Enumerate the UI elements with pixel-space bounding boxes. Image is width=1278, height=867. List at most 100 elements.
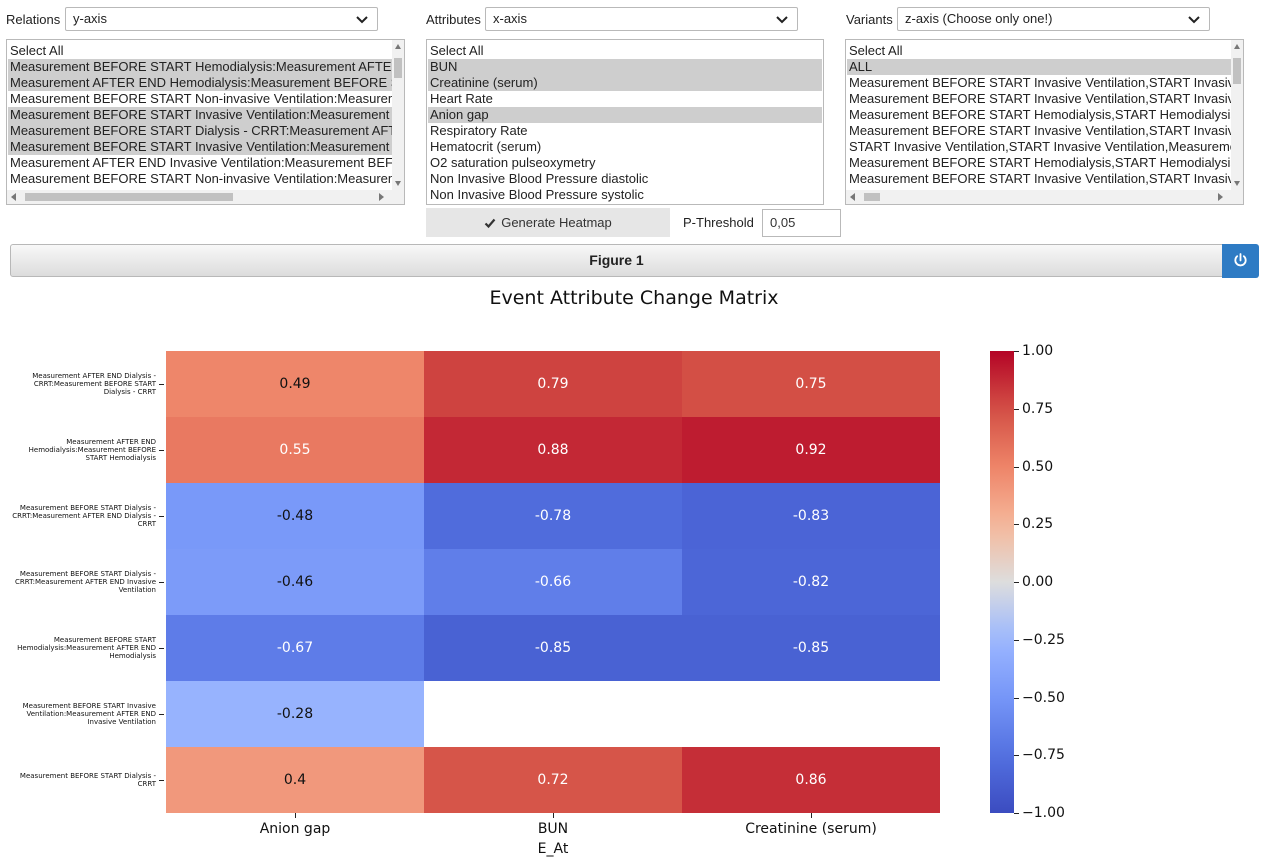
attributes-option[interactable]: Creatinine (serum) [428,75,822,91]
attributes-option[interactable]: Anion gap [428,107,822,123]
attributes-option[interactable]: Non Invasive Blood Pressure systolic [430,187,644,202]
variants-option[interactable]: Measurement BEFORE START Invasive Ventil… [849,171,1231,186]
attributes-option[interactable]: BUN [428,59,822,75]
x-tick [295,813,296,818]
colorbar-tick-label: −0.75 [1022,747,1065,764]
colorbar-tick [1014,408,1019,410]
heatmap-cell-value: -0.66 [534,574,572,590]
close-figure-button[interactable] [1222,244,1259,278]
heatmap-cell: -0.85 [682,615,940,681]
heatmap-cell-value: 0.55 [279,442,311,458]
variants-axis-select[interactable]: z-axis (Choose only one!) [897,7,1210,31]
x-axis-label: E_At [537,841,569,857]
variants-axis-value: z-axis (Choose only one!) [905,11,1053,26]
generate-heatmap-button[interactable]: Generate Heatmap [426,208,670,237]
attributes-axis-value: x-axis [493,11,527,26]
relations-axis-select[interactable]: y-axis [65,7,378,31]
attributes-option[interactable]: O2 saturation pulseoxymetry [430,155,596,170]
heatmap-cell: -0.83 [682,483,940,549]
heatmap-cell-value: -0.82 [792,574,830,590]
scroll-left-icon[interactable] [11,193,16,201]
chart-title: Event Attribute Change Matrix [489,287,779,309]
scroll-up-icon[interactable] [1234,44,1240,49]
variants-option[interactable]: Measurement BEFORE START Invasive Ventil… [849,91,1231,106]
relations-option[interactable]: Measurement BEFORE START Invasive Ventil… [8,139,392,155]
attributes-option[interactable]: Select All [430,43,484,58]
colorbar [990,351,1014,813]
colorbar-tick [1014,639,1019,641]
attributes-label: Attributes [426,12,481,27]
heatmap-cell-value: 0.4 [283,772,307,788]
heatmap-cell: -0.46 [166,549,424,615]
y-tick [159,450,164,451]
heatmap-cell: 0.4 [166,747,424,813]
scroll-up-icon[interactable] [395,44,401,49]
variants-listbox[interactable]: Select All ALL Measurement BEFORE START In… [845,39,1244,205]
heatmap-cell: -0.28 [166,681,424,747]
relations-option[interactable]: Measurement AFTER END Hemodialysis:Measu… [8,75,392,91]
heatmap-cell-value: -0.85 [534,640,572,656]
variants-option[interactable]: Measurement BEFORE START Hemodialysis,ST… [849,155,1231,170]
check-icon [484,218,496,228]
attributes-option[interactable]: Respiratory Rate [430,123,528,138]
chevron-down-icon [356,16,368,24]
colorbar-tick-label: 1.00 [1022,343,1054,359]
heatmap-cell: -0.48 [166,483,424,549]
relations-option[interactable]: Measurement BEFORE START Invasive Ventil… [8,107,392,123]
heatmap-cell-value: -0.78 [534,508,572,524]
relations-scroll-thumb[interactable] [394,58,402,78]
heatmap-cell-value: 0.86 [795,772,827,788]
variants-option[interactable]: START Invasive Ventilation,START Invasiv… [849,139,1231,154]
heatmap-cell-value: 0.92 [795,442,827,458]
heatmap-cell-value: -0.85 [792,640,830,656]
relations-option[interactable]: Measurement BEFORE START Dialysis - CRRT… [8,123,392,139]
relations-option[interactable]: Select All [10,43,64,58]
relations-listbox[interactable]: Select All Measurement BEFORE START Hemod… [6,39,405,205]
heatmap-cell: 0.55 [166,417,424,483]
colorbar-tick [1014,582,1019,583]
variants-vertical-scrollbar[interactable] [1231,40,1243,190]
scroll-right-icon[interactable] [1218,193,1223,201]
colorbar-tick-label: −0.25 [1022,631,1065,648]
scroll-down-icon[interactable] [395,181,401,186]
row-label: Measurement AFTER END Dialysis - CRRT:Me… [32,372,156,396]
y-tick [159,384,164,385]
scroll-right-icon[interactable] [379,193,384,201]
attributes-option[interactable]: Non Invasive Blood Pressure diastolic [430,171,649,186]
heatmap-cell: 0.88 [424,417,682,483]
row-label: Measurement BEFORE START Dialysis - CRRT… [15,570,156,594]
relations-horizontal-scrollbar[interactable] [7,190,404,204]
relations-hscroll-thumb[interactable] [25,193,233,201]
variants-option[interactable]: ALL [847,59,1231,75]
variants-option[interactable]: Select All [849,43,903,58]
heatmap-cell-value: 0.75 [795,376,827,392]
attributes-option[interactable]: Hematocrit (serum) [430,139,542,154]
heatmap-cell: 0.49 [166,351,424,417]
scroll-down-icon[interactable] [1234,181,1240,186]
heatmap-cell-value: -0.28 [276,706,314,722]
variants-scroll-thumb[interactable] [1233,58,1241,84]
variants-options: Select All ALL Measurement BEFORE START In… [847,43,1231,190]
variants-option[interactable]: Measurement BEFORE START Invasive Ventil… [849,75,1231,90]
attributes-option[interactable]: Heart Rate [430,91,493,106]
relations-option[interactable]: Measurement AFTER END Invasive Ventilati… [10,155,392,170]
relations-option[interactable]: Measurement BEFORE START Hemodialysis:Me… [8,59,392,75]
variants-option[interactable]: Measurement BEFORE START Hemodialysis,ST… [849,107,1231,122]
relations-option[interactable]: Measurement BEFORE START Non-invasive Ve… [10,91,392,106]
variants-hscroll-thumb[interactable] [864,193,880,201]
colorbar-tick [1014,697,1019,699]
x-tick [553,813,554,818]
row-label: Measurement AFTER END Hemodialysis:Measu… [28,438,156,462]
attributes-axis-select[interactable]: x-axis [485,7,798,31]
figure-title-bar[interactable]: Figure 1 [10,244,1223,277]
heatmap-cell-value: 0.79 [537,376,569,392]
heatmap-cell: -0.78 [424,483,682,549]
attributes-listbox[interactable]: Select All BUN Creatinine (serum) Heart Rat… [426,39,824,205]
variants-option[interactable]: Measurement BEFORE START Invasive Ventil… [849,123,1231,138]
relations-option[interactable]: Measurement BEFORE START Non-invasive Ve… [10,171,392,186]
y-tick [159,582,164,583]
relations-vertical-scrollbar[interactable] [392,40,404,190]
variants-horizontal-scrollbar[interactable] [846,190,1243,204]
scroll-left-icon[interactable] [850,193,855,201]
p-threshold-input[interactable]: 0,05 [762,209,841,237]
